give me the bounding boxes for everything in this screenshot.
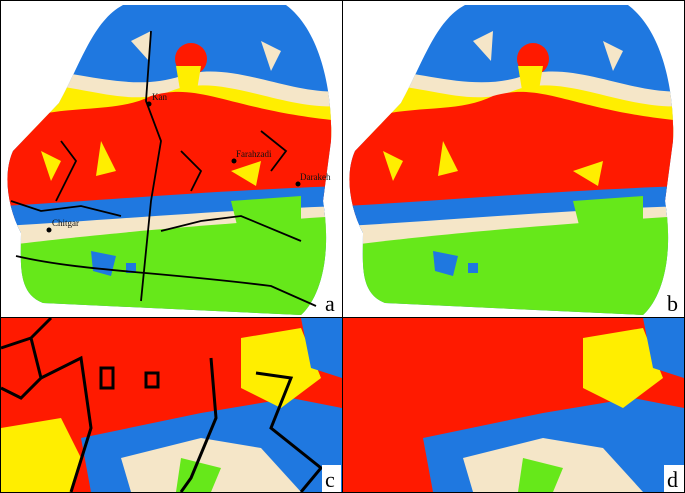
map-panel-a [1,1,342,317]
panel-label: c [325,467,335,492]
panel-labels: a b c d [322,290,684,492]
map-panel-b [343,1,684,317]
panel-label: d [667,467,678,492]
place-label: Chitgar [52,218,79,228]
roads [10,30,317,307]
place-labels: Kan Farahzadi Darakeh Chitgar [52,92,331,228]
place-label: Darakeh [300,172,331,182]
zoom-panel-d [343,318,684,492]
panel-label: b [667,291,678,316]
zoom-panel-c [0,316,342,493]
panel-label: a [325,291,335,316]
place-label: Kan [152,92,167,102]
place-label: Farahzadi [236,149,272,159]
